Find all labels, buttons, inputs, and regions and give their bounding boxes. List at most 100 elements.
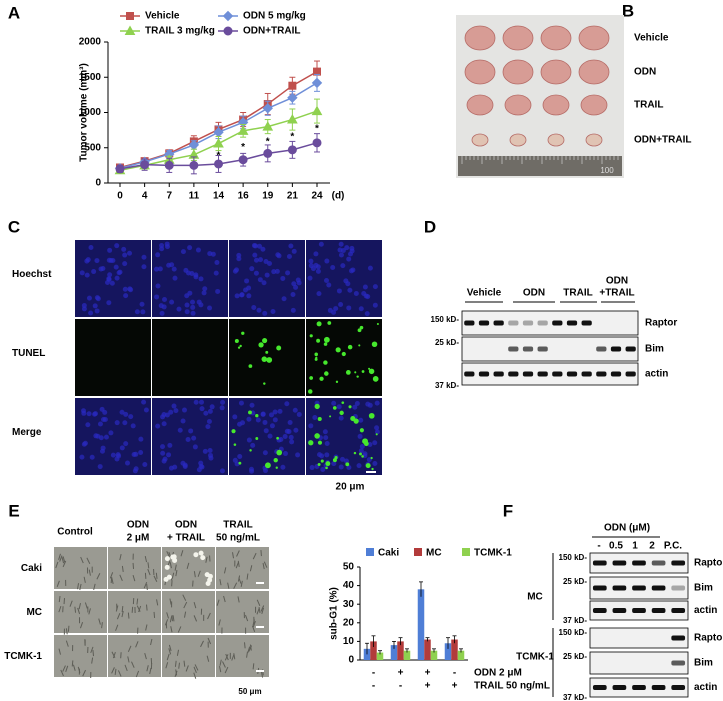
nucleus bbox=[85, 422, 91, 428]
nucleus bbox=[281, 296, 287, 302]
y-tick-label: 20 bbox=[343, 617, 355, 628]
tunel-spot bbox=[258, 342, 264, 348]
nucleus bbox=[348, 251, 354, 257]
band bbox=[581, 320, 592, 326]
bar bbox=[451, 639, 458, 660]
nucleus bbox=[119, 445, 125, 451]
nucleus bbox=[260, 411, 266, 417]
protein-label: Bim bbox=[694, 583, 713, 594]
band bbox=[592, 585, 607, 591]
nucleus bbox=[141, 399, 147, 405]
nucleus bbox=[180, 418, 186, 424]
nucleus bbox=[291, 248, 297, 254]
nucleus bbox=[269, 412, 275, 418]
cell bbox=[182, 594, 187, 601]
row-label: Hoechst bbox=[12, 269, 52, 280]
tumor bbox=[502, 59, 534, 85]
nucleus bbox=[280, 275, 286, 281]
nucleus bbox=[106, 276, 112, 282]
nucleus bbox=[79, 270, 85, 276]
dead-cell bbox=[164, 564, 170, 570]
nucleus bbox=[196, 299, 202, 305]
tunel-spot bbox=[357, 328, 362, 333]
nucleus bbox=[168, 409, 174, 415]
band bbox=[625, 371, 636, 377]
row-label: TCMK-1 bbox=[4, 651, 42, 662]
nucleus bbox=[155, 283, 161, 289]
nucleus bbox=[161, 304, 167, 310]
cell bbox=[149, 667, 152, 675]
legend-label: TRAIL 3 mg/kg bbox=[145, 26, 215, 37]
tunel-spot bbox=[329, 415, 332, 418]
y-axis-label: Tumor volume (mm³) bbox=[79, 63, 90, 162]
nucleus bbox=[124, 460, 130, 466]
cell bbox=[249, 565, 253, 572]
band bbox=[651, 560, 666, 566]
nucleus bbox=[92, 303, 98, 309]
nucleus bbox=[123, 293, 129, 299]
nucleus bbox=[119, 409, 125, 415]
nucleus bbox=[236, 256, 242, 262]
bar bbox=[430, 650, 438, 660]
tunel-spot bbox=[371, 467, 374, 471]
nucleus bbox=[198, 276, 204, 282]
legend-marker bbox=[124, 25, 136, 35]
nucleus bbox=[89, 454, 95, 460]
cell bbox=[193, 602, 197, 609]
data-point bbox=[213, 138, 224, 148]
nucleus bbox=[160, 450, 166, 456]
cell bbox=[193, 666, 197, 673]
data-point bbox=[189, 160, 199, 170]
data-point bbox=[237, 125, 249, 135]
protein-label: Raptor bbox=[645, 318, 677, 329]
cell bbox=[153, 611, 156, 618]
cell bbox=[248, 645, 253, 652]
tunel-spot bbox=[316, 321, 322, 327]
band bbox=[632, 560, 646, 566]
nucleus bbox=[128, 414, 134, 420]
cell bbox=[235, 561, 239, 569]
y-tick-label: 50 bbox=[343, 562, 355, 573]
nucleus bbox=[190, 299, 196, 305]
condition-sign: - bbox=[399, 681, 402, 692]
nucleus bbox=[105, 280, 111, 286]
nucleus bbox=[347, 287, 353, 293]
tunel-spot bbox=[335, 380, 339, 384]
nucleus bbox=[263, 428, 269, 434]
band bbox=[610, 371, 622, 377]
cell bbox=[86, 557, 91, 565]
nucleus bbox=[261, 280, 267, 286]
x-tick-label: 21 bbox=[287, 191, 299, 202]
cell bbox=[79, 622, 84, 629]
nucleus bbox=[192, 444, 198, 450]
cell bbox=[60, 669, 64, 677]
cell bbox=[175, 570, 178, 577]
nucleus bbox=[358, 306, 364, 312]
cell bbox=[252, 663, 255, 670]
cell bbox=[127, 656, 130, 663]
nucleus bbox=[91, 269, 97, 275]
nucleus bbox=[155, 423, 161, 429]
tunel-spot bbox=[264, 462, 271, 469]
nucleus bbox=[322, 429, 328, 435]
band bbox=[508, 346, 519, 352]
nucleus bbox=[188, 428, 194, 434]
cell bbox=[168, 648, 172, 655]
y-tick-label: 2000 bbox=[79, 37, 102, 48]
dead-cell bbox=[163, 576, 169, 582]
significance-mark: * bbox=[241, 142, 245, 153]
nucleus bbox=[183, 267, 189, 273]
nucleus bbox=[267, 261, 273, 267]
lane-label: TRAIL bbox=[563, 288, 592, 299]
bar bbox=[376, 652, 384, 660]
nucleus bbox=[327, 307, 333, 313]
nucleus bbox=[252, 243, 258, 249]
cell bbox=[246, 573, 249, 580]
tunel-spot bbox=[375, 433, 378, 436]
nucleus bbox=[85, 257, 91, 263]
nucleus bbox=[293, 284, 299, 290]
cell bbox=[61, 557, 65, 564]
cell bbox=[197, 570, 201, 577]
tunel-spot bbox=[255, 414, 259, 418]
nucleus bbox=[288, 434, 294, 440]
